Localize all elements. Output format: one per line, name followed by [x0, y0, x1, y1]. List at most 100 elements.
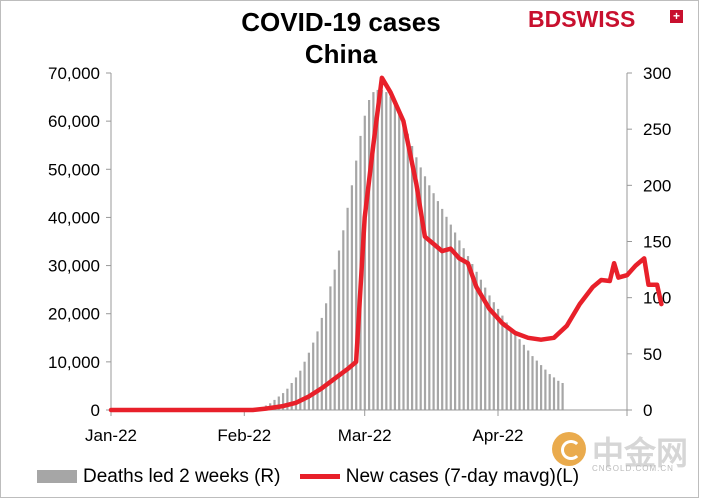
bar-deaths [299, 370, 302, 410]
bar-deaths [497, 308, 500, 410]
legend-bar-swatch [37, 470, 77, 484]
bar-deaths [475, 271, 478, 410]
x-tick-label: Jan-22 [85, 426, 137, 445]
bar-deaths [561, 383, 564, 410]
chart-title: COVID-19 cases China [186, 6, 496, 70]
bar-deaths [518, 339, 521, 410]
bar-deaths [484, 287, 487, 410]
bar-deaths [514, 333, 517, 410]
bar-deaths [492, 302, 495, 410]
bar-deaths [458, 240, 461, 410]
bar-deaths [449, 224, 452, 410]
bar-deaths [471, 264, 474, 410]
left-tick-label: 30,000 [48, 257, 100, 276]
legend-line-swatch [299, 474, 340, 480]
bar-deaths [419, 167, 422, 410]
bar-deaths [393, 103, 396, 411]
right-tick-label: 0 [643, 401, 652, 420]
watermark-logo-icon [552, 432, 586, 466]
bar-deaths [363, 115, 366, 410]
bar-deaths [509, 328, 513, 410]
bar-deaths [389, 96, 392, 410]
bar-deaths [462, 248, 465, 410]
bar-deaths [294, 377, 298, 410]
line-new-cases [108, 75, 664, 413]
bar-deaths [411, 146, 414, 410]
bar-deaths [522, 344, 525, 410]
bar-deaths [380, 89, 384, 411]
legend-label-cases: New cases (7-day mavg)(L) [345, 466, 580, 487]
bar-deaths [531, 356, 534, 410]
bar-deaths [535, 360, 538, 410]
bar-deaths [333, 269, 336, 410]
bar-deaths [342, 230, 345, 410]
bar-deaths [325, 303, 328, 410]
legend-label-deaths: Deaths led 2 weeks (R) [83, 466, 281, 487]
bar-deaths [286, 388, 289, 410]
watermark-subtext: CNGOLD.COM.CN [592, 464, 674, 473]
left-tick-label: 50,000 [48, 160, 100, 179]
bar-deaths [406, 133, 409, 410]
bar-deaths [505, 322, 508, 410]
bar-deaths [423, 176, 427, 410]
left-tick-label: 10,000 [48, 353, 100, 372]
bar-deaths [273, 399, 276, 410]
bar-deaths [303, 361, 306, 410]
bar-deaths [372, 92, 375, 410]
bar-deaths [454, 232, 457, 410]
bar-deaths [501, 315, 504, 410]
right-tick-label: 100 [643, 289, 671, 308]
bar-deaths [488, 295, 491, 410]
bar-deaths [540, 365, 543, 410]
bar-deaths [337, 250, 341, 410]
chart-title-line-1: COVID-19 cases [241, 7, 441, 37]
right-tick-label: 200 [643, 176, 671, 195]
bar-deaths [282, 393, 285, 410]
bar-deaths [527, 350, 530, 410]
bar-deaths [436, 201, 439, 410]
x-tick-label: Mar-22 [338, 426, 392, 445]
bar-deaths [346, 207, 349, 410]
bar-deaths [320, 317, 323, 410]
bar-deaths [368, 100, 371, 410]
right-tick-label: 50 [643, 345, 662, 364]
bar-deaths [402, 122, 405, 411]
chart-legend: Deaths led 2 weeks (R) New cases (7-day … [37, 466, 579, 488]
bar-deaths [479, 279, 482, 410]
left-tick-label: 0 [91, 401, 100, 420]
bar-deaths [552, 377, 556, 410]
bar-deaths [466, 256, 470, 410]
right-tick-label: 150 [643, 233, 671, 252]
watermark-text: 中金网 [592, 434, 689, 472]
bar-deaths [441, 208, 444, 410]
right-tick-label: 300 [643, 64, 671, 83]
bar-deaths [277, 396, 280, 410]
bar-deaths [376, 89, 379, 411]
bar-deaths [350, 185, 353, 410]
left-tick-label: 20,000 [48, 305, 100, 324]
left-tick-label: 40,000 [48, 208, 100, 227]
bar-deaths [428, 185, 431, 410]
bar-deaths [557, 380, 560, 410]
bar-deaths [398, 112, 401, 411]
watermark: 中金网 CNGOLD.COM.CN [552, 430, 692, 490]
x-tick-label: Apr-22 [472, 426, 523, 445]
bar-deaths [355, 160, 358, 410]
chart-title-line-2: China [304, 39, 378, 69]
bar-deaths [415, 157, 418, 411]
bar-deaths [548, 374, 551, 410]
right-tick-label: 250 [643, 120, 671, 139]
bar-deaths [290, 383, 293, 410]
brand-plus-icon: + [670, 10, 683, 23]
bar-deaths [432, 193, 435, 410]
bar-deaths [312, 342, 315, 410]
bar-deaths [445, 216, 448, 410]
left-tick-label: 60,000 [48, 112, 100, 131]
bar-deaths [329, 286, 332, 410]
bar-deaths [316, 331, 319, 410]
bar-deaths [385, 92, 388, 410]
bar-deaths [544, 369, 547, 410]
brand-logo: BDSWISS [528, 6, 636, 32]
left-tick-label: 70,000 [48, 64, 100, 83]
